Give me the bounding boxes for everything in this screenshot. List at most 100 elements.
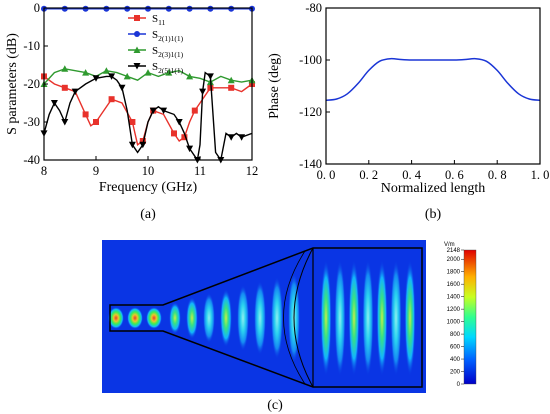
legend-label-sub: 11 (158, 18, 165, 27)
legend-label: S11 (152, 13, 166, 27)
field-intensity-spot (348, 260, 360, 376)
chart-a-point (129, 119, 136, 125)
colorbar-tick-label: 1400 (447, 295, 461, 301)
chart-a-point (93, 119, 99, 125)
chart-a-point (186, 72, 194, 80)
colorbar-tick-label: 200 (450, 370, 461, 376)
chart-a-point (139, 141, 147, 149)
field-intensity-spot (108, 307, 124, 329)
colorbar-tick-label: 1600 (447, 282, 461, 288)
chart-b-xtick-label: 0. 4 (402, 168, 422, 182)
chart-a-point (175, 119, 183, 126)
chart-a-point (102, 67, 110, 74)
chart-a-point (139, 138, 146, 144)
legend-label-main: S (152, 45, 158, 57)
chart-a-point (128, 141, 136, 149)
field-intensity-spot (334, 260, 346, 376)
chart-a-point (61, 84, 68, 91)
legend-label-sub: 2(5)1(1) (158, 66, 183, 75)
chart-b-xtick-label: 0. 2 (359, 168, 378, 182)
field-intensity-spot (220, 289, 232, 347)
chart-a-point (92, 75, 100, 82)
colorbar-tick-label: 800 (450, 332, 461, 338)
chart-a-point (108, 96, 115, 103)
chart-a-point (207, 84, 214, 91)
chart-a-point (238, 134, 246, 141)
chart-a-xtick-label: 11 (194, 164, 206, 178)
chart-a-point (145, 5, 151, 12)
legend-label-main: S (152, 29, 158, 41)
chart-b-ylabel: Phase (deg) (267, 53, 282, 119)
chart-a-xtick-label: 9 (93, 164, 99, 178)
chart-a-series (40, 5, 256, 164)
chart-a-point (181, 134, 188, 141)
chart-b-ytick-label: -100 (299, 53, 322, 67)
chart-a-ytick-label: -10 (23, 39, 40, 53)
lens-surface (293, 247, 314, 388)
chart-a-point (61, 5, 68, 12)
chart-b-ytick-label: -80 (305, 1, 322, 15)
legend-marker (133, 63, 141, 70)
chart-a-point (228, 5, 235, 12)
chart-a-point (206, 73, 214, 80)
chart-a-series-line (43, 75, 253, 146)
chart-a-point (207, 5, 214, 12)
chart-a-point (124, 5, 131, 12)
chart-a-frame (43, 7, 253, 161)
chart-b-frame (325, 7, 541, 165)
chart-b-xlabel: Normalized length (381, 181, 486, 196)
chart-a-point (82, 69, 90, 76)
chart-b-ytick-label: -140 (299, 157, 322, 171)
colorbar-tick-label: 600 (450, 345, 461, 351)
chart-a-ytick-label: -20 (23, 77, 40, 91)
chart-a-point (71, 88, 79, 96)
field-intensity-spot (254, 281, 266, 355)
chart-a-series-0 (41, 73, 255, 146)
chart-a-panel-label: (a) (140, 207, 156, 222)
field-map (102, 240, 426, 393)
chart-a-point (123, 72, 131, 80)
field-intensity-spot (271, 277, 283, 359)
colorbar-unit: V/m (444, 242, 455, 248)
chart-a-point (186, 5, 193, 12)
chart-b-series-line-0 (325, 57, 541, 102)
chart-a-point (227, 134, 235, 141)
chart-a-point (61, 65, 69, 72)
colorbar-tick-label: 0 (457, 382, 461, 388)
chart-a-xtick-label: 12 (246, 164, 259, 178)
legend-label-main: S (152, 13, 158, 25)
field-intensity-spot (237, 285, 249, 351)
legend-label: S2(3)1(1) (152, 45, 184, 59)
chart-a-point (191, 107, 198, 114)
legend-marker (134, 15, 140, 21)
legend-label: S2(1)1(1) (152, 29, 184, 43)
colorbar-tick-label: 1000 (447, 320, 461, 326)
chart-a-point (171, 130, 177, 137)
chart-a-point (227, 76, 235, 84)
chart-a-series-1 (41, 5, 255, 12)
chart-a-xtick-label: 10 (142, 164, 155, 178)
legend-label-main: S (152, 61, 158, 73)
chart-b-panel-label: (b) (425, 207, 442, 222)
chart-b-ytick-label: -120 (299, 105, 322, 119)
chart-a-series-2 (40, 65, 256, 87)
colorbar-tick-label: 2148 (447, 248, 461, 254)
chart-a-point (165, 69, 173, 76)
lens-surface-inner (283, 250, 306, 385)
colorbar-tick-label: 1200 (447, 307, 461, 313)
chart-a-point (118, 84, 126, 92)
chart-a-point (199, 88, 207, 96)
chart-a-ytick-label: 0 (34, 1, 40, 15)
chart-a-point (149, 107, 157, 115)
chart-b: 0. 0 0. 2 0. 4 0. 6 0. 8 1. 0-80-100-120-140 … (267, 1, 549, 222)
field-intensity-spot (320, 260, 332, 376)
chart-a: 8 9 10 11 12 0 -10 -20 -30 -40 Frequency (GHz) S … (5, 1, 258, 222)
chart-a-series-line (43, 71, 253, 162)
chart-a-point (165, 5, 172, 12)
chart-b-xtick-label: 1. 0 (531, 168, 550, 182)
chart-b-xtick-label: 0. 0 (317, 168, 336, 182)
legend-label-sub: 2(1)1(1) (158, 34, 183, 43)
field-intensity-spot (127, 307, 143, 329)
